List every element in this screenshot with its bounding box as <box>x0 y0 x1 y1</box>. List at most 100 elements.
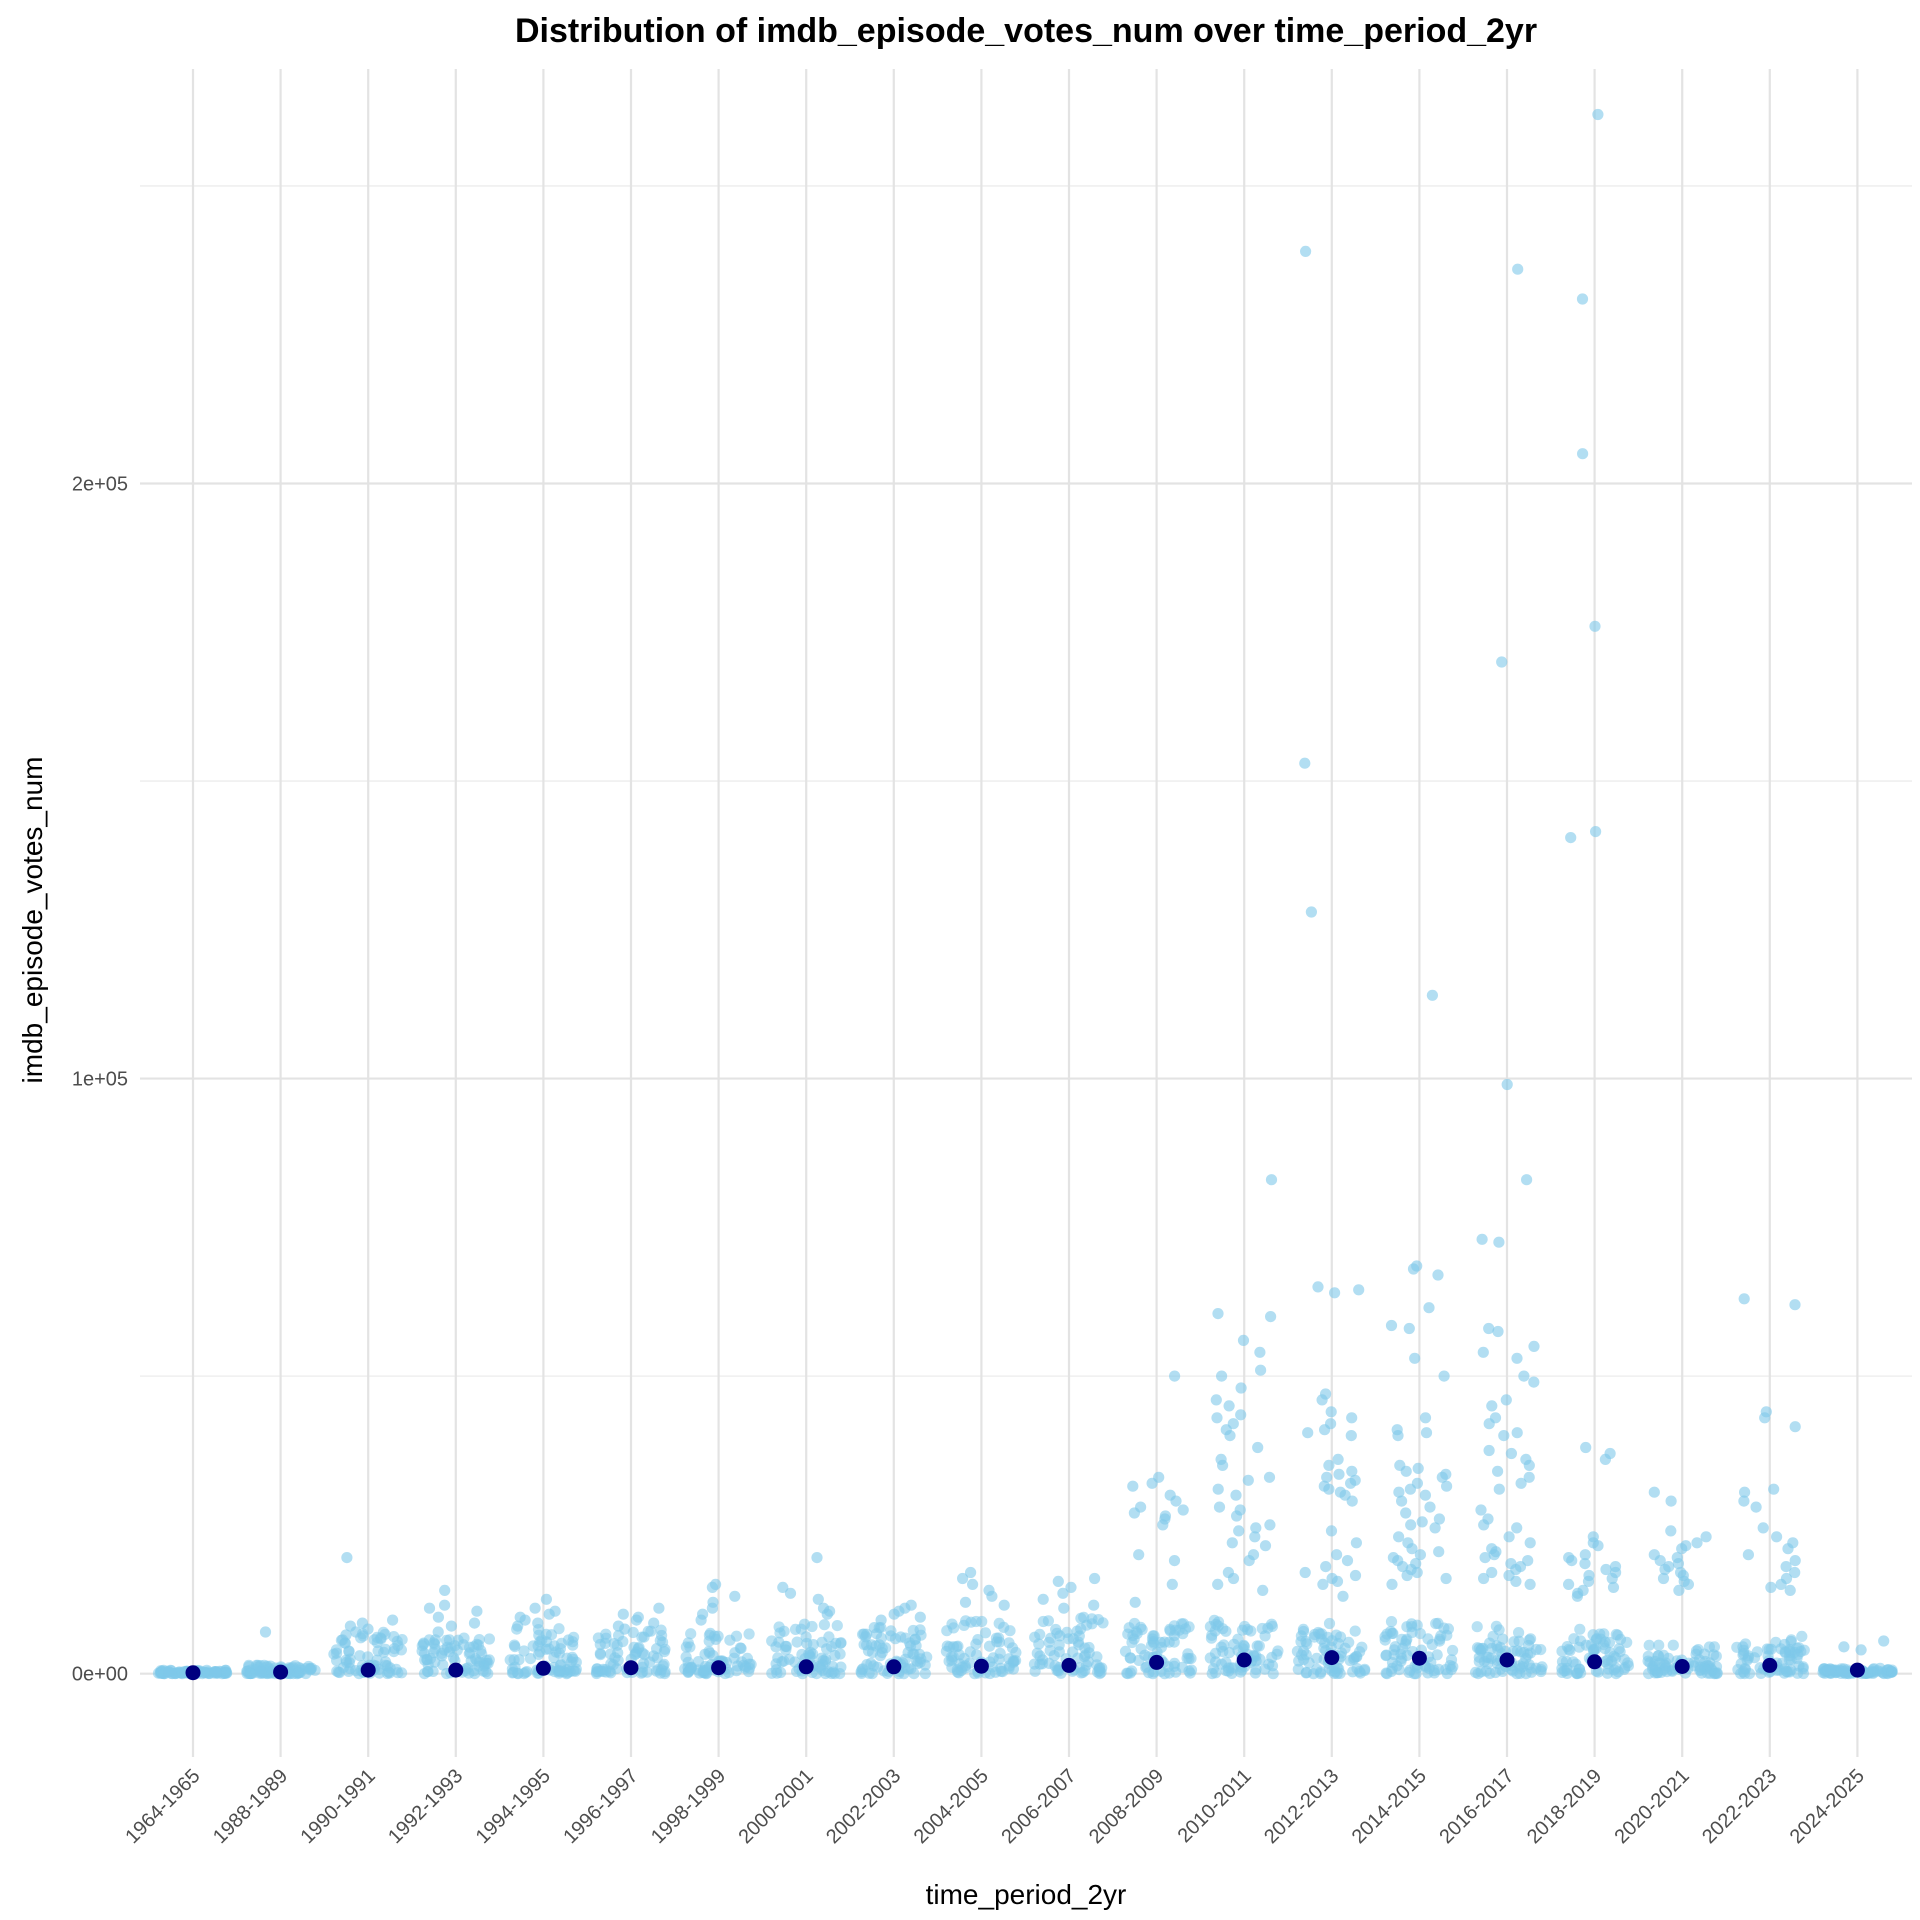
data-point <box>1302 1427 1314 1439</box>
data-point <box>998 1621 1010 1633</box>
data-point <box>1486 1642 1498 1654</box>
data-point <box>834 1648 846 1660</box>
data-point <box>1505 1447 1517 1460</box>
data-point <box>1323 1483 1335 1495</box>
data-point <box>337 1662 349 1674</box>
median-markers <box>185 1650 1865 1681</box>
data-point <box>1478 1519 1490 1531</box>
data-point <box>1267 1668 1279 1680</box>
data-point <box>1264 1519 1276 1531</box>
data-point <box>770 1664 782 1676</box>
data-point <box>1236 1624 1249 1636</box>
data-point <box>1298 1653 1310 1666</box>
data-point <box>1006 1642 1019 1654</box>
data-point <box>919 1667 931 1680</box>
data-point <box>1168 1636 1180 1648</box>
data-point <box>1119 1645 1132 1657</box>
data-point <box>1223 1400 1235 1412</box>
data-point <box>483 1633 495 1645</box>
data-point <box>1782 1543 1794 1555</box>
data-point <box>1259 1663 1271 1675</box>
data-point <box>1561 1641 1573 1653</box>
data-point <box>1346 1412 1358 1424</box>
data-point <box>1789 1555 1801 1567</box>
data-point <box>1166 1578 1178 1590</box>
data-point <box>1622 1657 1634 1669</box>
data-point <box>1855 1644 1867 1656</box>
data-point <box>1170 1495 1182 1507</box>
data-point <box>1599 1643 1611 1655</box>
data-point <box>648 1617 660 1629</box>
data-point <box>1738 1495 1750 1507</box>
data-point <box>1789 1566 1801 1579</box>
data-point <box>1082 1656 1094 1668</box>
data-point <box>1359 1664 1371 1677</box>
median-point <box>535 1660 551 1676</box>
data-point <box>1122 1628 1134 1640</box>
data-point <box>452 1634 464 1646</box>
data-point <box>1445 1654 1458 1666</box>
data-point <box>605 1658 617 1670</box>
data-point <box>1337 1590 1349 1602</box>
data-point <box>1751 1646 1763 1658</box>
data-point <box>532 1648 545 1660</box>
data-point <box>1255 1364 1267 1376</box>
data-point <box>1414 1549 1426 1561</box>
data-point <box>396 1667 408 1679</box>
data-point <box>1249 1531 1261 1543</box>
data-point <box>659 1668 671 1680</box>
data-point <box>776 1656 788 1668</box>
data-point <box>1323 1617 1336 1630</box>
data-point <box>381 1660 393 1672</box>
data-point <box>907 1648 919 1660</box>
data-point <box>1642 1650 1654 1662</box>
data-point <box>1168 1657 1181 1669</box>
median-point <box>1149 1654 1165 1670</box>
data-point <box>1590 826 1602 838</box>
data-point <box>683 1665 695 1677</box>
data-point <box>1479 1552 1491 1564</box>
data-point <box>506 1667 519 1679</box>
data-point <box>1292 1663 1304 1675</box>
data-point <box>812 1593 824 1605</box>
data-point <box>780 1644 792 1656</box>
data-point <box>1386 1578 1398 1590</box>
data-point <box>1403 1666 1415 1678</box>
data-point <box>1430 1618 1442 1630</box>
data-point <box>1271 1648 1283 1660</box>
data-point <box>1225 1662 1237 1674</box>
data-point <box>1653 1639 1665 1651</box>
data-point <box>1510 1575 1522 1587</box>
data-point <box>956 1661 969 1673</box>
data-point <box>1265 1174 1278 1186</box>
data-point <box>1210 1394 1222 1406</box>
data-point <box>735 1642 747 1654</box>
data-point <box>1206 1629 1218 1641</box>
data-point <box>1560 1655 1572 1667</box>
data-point <box>1419 1412 1432 1424</box>
data-point <box>259 1626 272 1638</box>
data-point <box>1478 1655 1490 1667</box>
data-point <box>1349 1569 1362 1582</box>
data-point <box>1331 1549 1343 1561</box>
data-point <box>1212 1483 1224 1495</box>
data-point <box>1577 448 1589 460</box>
x-tick-label: 1988-1989 <box>209 1765 292 1848</box>
data-point <box>1235 1382 1247 1394</box>
data-point <box>1483 1444 1495 1457</box>
data-point <box>1600 1563 1612 1576</box>
data-point <box>512 1620 524 1632</box>
data-point <box>437 1659 449 1671</box>
data-point <box>1351 1651 1363 1663</box>
data-point <box>1048 1650 1060 1662</box>
data-point <box>1257 1584 1269 1596</box>
data-point <box>1054 1630 1066 1642</box>
data-point <box>1438 1370 1450 1382</box>
data-point <box>636 1631 648 1643</box>
data-point <box>1321 1471 1333 1483</box>
data-point <box>540 1593 553 1605</box>
data-point <box>163 1666 175 1678</box>
data-point <box>706 1581 719 1593</box>
data-point <box>1029 1631 1041 1643</box>
